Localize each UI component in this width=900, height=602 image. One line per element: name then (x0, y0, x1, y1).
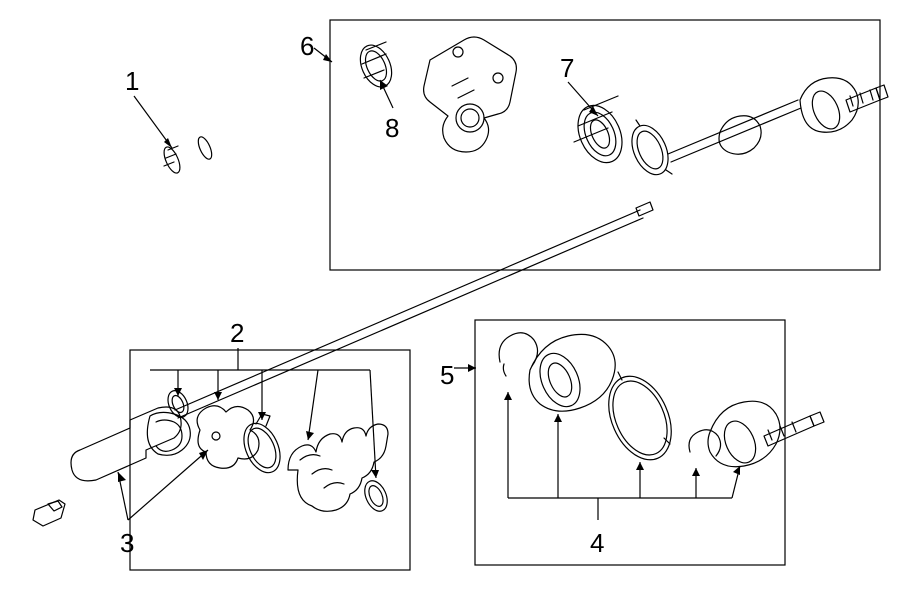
callout-label-2: 2 (230, 320, 244, 346)
part-center-bearing (570, 96, 631, 170)
part-axle-assembly (33, 135, 653, 526)
group-box-inner-boot-kit (130, 350, 410, 570)
exploded-parts-diagram: 1 2 3 4 5 6 7 8 (0, 0, 900, 602)
part-outer-boot-kit (499, 333, 824, 470)
callout-label-3: 3 (120, 530, 134, 556)
group-box-outer-boot-kit (475, 320, 785, 565)
callout-label-5: 5 (440, 362, 454, 388)
callout-label-4: 4 (590, 530, 604, 556)
leader-lines (118, 48, 740, 520)
part-support-bracket (424, 37, 517, 152)
group-box-intermediate-shaft (330, 20, 880, 270)
callout-label-8: 8 (385, 115, 399, 141)
part-inner-boot-kit (164, 388, 392, 515)
callout-label-7: 7 (560, 55, 574, 81)
part-bushing (354, 40, 397, 92)
callout-label-6: 6 (300, 33, 314, 59)
callout-label-1: 1 (125, 68, 139, 94)
part-intermediate-shaft-assembly (354, 37, 888, 180)
